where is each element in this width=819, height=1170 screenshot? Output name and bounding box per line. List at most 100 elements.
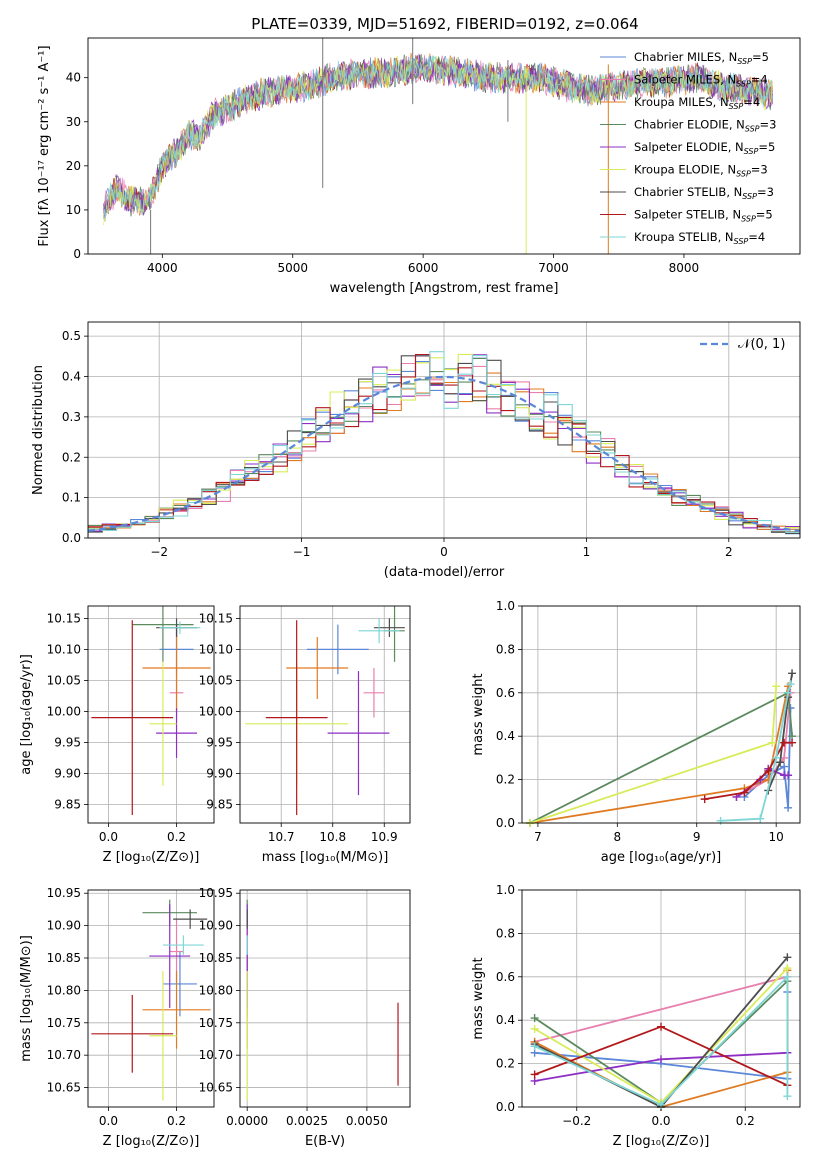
y-axis-label: Flux [fλ 10⁻¹⁷ erg cm⁻² s⁻¹ A⁻¹] bbox=[37, 45, 52, 246]
y-tick-label: 0.4 bbox=[62, 370, 81, 384]
weight-marker bbox=[657, 1022, 665, 1031]
x-tick-label: 4000 bbox=[147, 261, 178, 275]
y-tick-label: 10.65 bbox=[199, 1081, 233, 1095]
y-tick-label: 9.90 bbox=[206, 766, 233, 780]
x-tick-label: 0.0000 bbox=[226, 1114, 268, 1128]
y-axis-label: mass weight bbox=[471, 957, 486, 1039]
weight-line bbox=[529, 691, 793, 823]
y-tick-label: 0.2 bbox=[62, 450, 81, 464]
y-tick-label: 9.85 bbox=[54, 797, 81, 811]
legend-entry: Salpeter ELODIE, NSSP=5 bbox=[634, 140, 775, 156]
y-tick-label: 10.70 bbox=[199, 1048, 233, 1062]
legend-entry: Salpeter MILES, NSSP=4 bbox=[634, 73, 768, 89]
x-axis-label: E(B-V) bbox=[305, 1134, 345, 1149]
y-tick-label: 10.85 bbox=[47, 951, 81, 965]
panel-residuals: −2 −1 0 1 2 0.0 0.1 0.2 0.3 0.4 0.5 (data-model)/er… bbox=[31, 321, 801, 580]
y-tick-label: 10.95 bbox=[47, 886, 81, 900]
x-axis-label: Z [log₁₀(Z/Z⊙)] bbox=[103, 1134, 200, 1149]
weight-marker bbox=[740, 788, 749, 797]
weight-line bbox=[529, 686, 789, 823]
weight-marker bbox=[784, 771, 793, 780]
axes-frame bbox=[87, 37, 801, 255]
weight-line bbox=[736, 692, 792, 798]
weight-marker bbox=[657, 1055, 665, 1064]
axes-frame bbox=[521, 605, 801, 824]
legend-entry: 𝒩(0, 1) bbox=[738, 337, 785, 352]
x-tick-label: 7000 bbox=[538, 261, 569, 275]
y-axis-label: mass weight bbox=[471, 673, 486, 755]
x-tick-label: 2 bbox=[725, 545, 733, 559]
y-tick-label: 10.75 bbox=[47, 1016, 81, 1030]
axes-frame bbox=[87, 605, 215, 824]
panel-weight-vs-age: 7 8 9 10 0.0 0.2 0.4 0.6 0.8 1.0 age [log₁₀(age/yr… bbox=[471, 599, 801, 865]
figure-title: PLATE=0339, MJD=51692, FIBERID=0192, z=0… bbox=[251, 15, 638, 33]
y-tick-label: 10.10 bbox=[199, 642, 233, 656]
weight-marker bbox=[764, 766, 773, 775]
y-tick-label: 0.2 bbox=[496, 773, 515, 787]
x-tick-label: 8000 bbox=[669, 261, 700, 275]
y-tick-label: 10.70 bbox=[47, 1048, 81, 1062]
gaussian-curve bbox=[87, 375, 801, 532]
weight-marker bbox=[530, 1070, 539, 1079]
y-tick-label: 10.80 bbox=[199, 983, 233, 997]
y-tick-label: 9.95 bbox=[206, 735, 233, 749]
histogram-step bbox=[88, 351, 800, 533]
panel-age-vs-Z: 0.0 0.2 9.85 9.90 9.95 10.00 10.05 10.10 10.15 Z … bbox=[19, 605, 215, 865]
y-tick-label: 10.00 bbox=[199, 704, 233, 718]
axes-frame bbox=[521, 889, 801, 1108]
y-tick-label: 9.90 bbox=[54, 766, 81, 780]
x-tick-label: −0.2 bbox=[562, 1114, 591, 1128]
y-tick-label: 0.2 bbox=[496, 1057, 515, 1071]
y-tick-label: 10.10 bbox=[47, 642, 81, 656]
x-tick-label: 6000 bbox=[408, 261, 439, 275]
x-axis-label: mass [log₁₀(M/M⊙)] bbox=[262, 850, 389, 865]
y-tick-label: 0.8 bbox=[496, 642, 515, 656]
x-tick-label: 8 bbox=[613, 830, 621, 844]
x-axis-label: Z [log₁₀(Z/Z⊙)] bbox=[103, 850, 200, 865]
weight-line bbox=[534, 974, 789, 1106]
y-axis-label: Normed distribution bbox=[31, 365, 46, 495]
y-axis-label: mass [log₁₀(M/M⊙)] bbox=[19, 935, 34, 1062]
y-tick-label: 0.1 bbox=[62, 491, 81, 505]
x-tick-label: 10.7 bbox=[268, 830, 295, 844]
y-tick-label: 10.80 bbox=[47, 983, 81, 997]
panel-mass-vs-ebv: 0.0000 0.0025 0.0050 10.65 10.70 10.75 10.80 10… bbox=[199, 886, 411, 1149]
x-tick-label: 10.9 bbox=[371, 830, 398, 844]
y-tick-label: 0.6 bbox=[496, 686, 515, 700]
x-axis-label: wavelength [Angstrom, rest frame] bbox=[330, 281, 559, 296]
x-axis-label: Z [log₁₀(Z/Z⊙)] bbox=[613, 1134, 710, 1149]
x-tick-label: 5000 bbox=[277, 261, 308, 275]
x-tick-label: 0.0 bbox=[651, 1114, 670, 1128]
weight-marker bbox=[756, 814, 765, 823]
weight-marker bbox=[786, 680, 795, 689]
spectrum-line bbox=[103, 54, 773, 220]
x-tick-label: 0.2 bbox=[167, 1114, 186, 1128]
y-tick-label: 10.05 bbox=[199, 673, 233, 687]
x-tick-label: 0.0 bbox=[99, 1114, 118, 1128]
y-tick-label: 9.95 bbox=[54, 735, 81, 749]
x-tick-label: 0.0050 bbox=[346, 1114, 388, 1128]
weight-marker bbox=[657, 1100, 665, 1109]
panel-mass-vs-Z: 0.0 0.2 10.65 10.70 10.75 10.80 10.85 10.90 10.9… bbox=[19, 886, 215, 1149]
panel-spectrum: 4000 5000 6000 7000 8000 0 10 20 30 40 wavelength … bbox=[37, 37, 801, 296]
weight-marker bbox=[772, 682, 781, 691]
x-tick-label: 1 bbox=[583, 545, 591, 559]
y-tick-label: 0.3 bbox=[62, 410, 81, 424]
legend-entry: Kroupa STELIB, NSSP=4 bbox=[634, 230, 765, 246]
axes-frame bbox=[239, 889, 411, 1108]
y-tick-label: 0.4 bbox=[496, 1013, 515, 1027]
weight-marker bbox=[783, 964, 792, 973]
weight-marker bbox=[530, 1014, 539, 1023]
y-tick-label: 0.5 bbox=[62, 329, 81, 343]
weight-marker bbox=[784, 688, 793, 697]
y-tick-label: 0.4 bbox=[496, 729, 515, 743]
weight-marker bbox=[783, 1092, 792, 1101]
weight-marker bbox=[783, 972, 792, 981]
y-tick-label: 0 bbox=[73, 247, 81, 261]
x-tick-label: −2 bbox=[150, 545, 168, 559]
weight-marker bbox=[716, 816, 725, 825]
weight-marker bbox=[783, 953, 792, 962]
y-tick-label: 30 bbox=[66, 115, 81, 129]
weight-marker bbox=[700, 795, 709, 804]
y-tick-label: 10.15 bbox=[47, 611, 81, 625]
